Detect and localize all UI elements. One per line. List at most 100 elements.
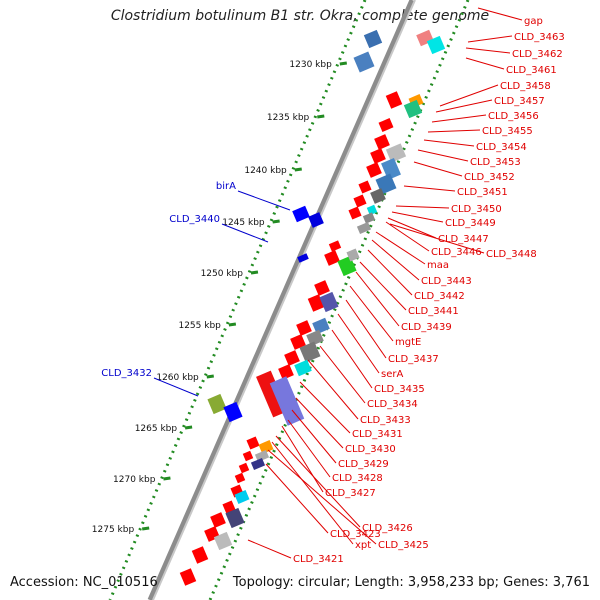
gene-feature xyxy=(353,51,375,73)
kbp-tick-label: 1250 kbp xyxy=(201,269,244,279)
gene-label: gap xyxy=(524,16,543,27)
kbp-tick-mark xyxy=(184,425,193,430)
label-leader-line xyxy=(387,217,437,239)
gene-feature xyxy=(246,436,260,450)
gene-label: CLD_3458 xyxy=(500,81,551,92)
label-leader-line xyxy=(307,359,359,420)
gene-label: CLD_3430 xyxy=(345,444,396,455)
gene-label: CLD_3439 xyxy=(401,322,452,333)
gene-feature xyxy=(362,212,376,224)
gene-feature xyxy=(222,500,236,514)
gene-label: CLD_3427 xyxy=(325,488,376,499)
label-leader-line xyxy=(299,381,351,434)
label-leader-line xyxy=(467,35,513,43)
gene-feature xyxy=(348,206,362,220)
label-leader-line xyxy=(477,7,523,21)
kbp-tick-label: 1240 kbp xyxy=(244,166,287,176)
label-leader-line xyxy=(375,231,426,265)
kbp-tick-mark xyxy=(228,322,237,327)
gene-label: CLD_3453 xyxy=(470,157,521,168)
gene-feature xyxy=(292,205,310,223)
gene-feature xyxy=(250,457,266,471)
gene-feature xyxy=(366,204,378,216)
kbp-tick-label: 1270 kbp xyxy=(113,475,156,485)
label-leader-line xyxy=(403,185,456,192)
gene-label: CLD_3441 xyxy=(408,306,459,317)
gene-feature xyxy=(312,317,330,335)
gene-label: CLD_3432 xyxy=(101,368,152,379)
label-leader-line xyxy=(465,57,505,70)
gene-feature xyxy=(374,134,390,150)
gene-feature xyxy=(314,280,330,296)
genome-backbone-shadow xyxy=(152,0,416,600)
gene-feature xyxy=(385,143,407,163)
gene-feature xyxy=(294,359,312,377)
gene-label: CLD_3451 xyxy=(457,187,508,198)
gene-feature xyxy=(378,118,394,132)
label-leader-line xyxy=(265,463,329,534)
gene-feature xyxy=(234,490,250,504)
label-leader-line xyxy=(275,435,361,528)
gene-feature xyxy=(358,180,372,194)
label-leader-line xyxy=(417,149,469,162)
label-leader-line xyxy=(371,239,420,281)
gene-feature xyxy=(225,507,245,529)
label-leader-line xyxy=(237,190,291,211)
label-leader-line xyxy=(291,409,337,464)
gene-label: CLD_3446 xyxy=(431,247,482,258)
gene-feature xyxy=(207,393,227,415)
gene-label: CLD_3443 xyxy=(421,276,472,287)
kbp-tick-mark xyxy=(339,61,348,66)
accession-text: Accession: NC_010516 xyxy=(10,575,158,590)
gene-feature xyxy=(296,320,312,336)
kbp-tick-label: 1245 kbp xyxy=(222,218,265,228)
gene-feature xyxy=(290,334,306,350)
genome-backbone xyxy=(147,0,415,600)
gene-label: CLD_3429 xyxy=(338,459,389,470)
label-leader-line xyxy=(319,345,366,404)
gene-feature xyxy=(297,253,309,263)
topology-text: Topology: circular; Length: 3,958,233 bp… xyxy=(232,575,590,590)
gene-feature xyxy=(366,162,382,178)
label-leader-line xyxy=(271,441,354,545)
label-leader-line xyxy=(331,329,373,389)
gene-feature xyxy=(179,568,197,586)
label-leader-line xyxy=(355,271,400,327)
gene-feature xyxy=(328,240,342,252)
kbp-tick-label: 1275 kbp xyxy=(92,525,135,535)
gene-label: CLD_3449 xyxy=(445,218,496,229)
gene-label: CLD_3440 xyxy=(169,214,220,225)
label-leader-line xyxy=(395,205,450,209)
label-leader-line xyxy=(435,99,493,113)
gene-label: birA xyxy=(216,181,236,192)
kbp-tick-label: 1265 kbp xyxy=(135,424,178,434)
gene-label: CLD_3447 xyxy=(438,234,489,245)
gene-feature xyxy=(278,364,294,380)
gene-label: CLD_3456 xyxy=(488,111,539,122)
kbp-tick-label: 1260 kbp xyxy=(156,373,199,383)
gene-label: CLD_3421 xyxy=(293,554,344,565)
gene-feature xyxy=(258,440,274,454)
label-leader-line xyxy=(295,397,344,449)
gene-feature xyxy=(213,531,233,551)
label-leader-line xyxy=(337,313,380,374)
kbp-tick-label: 1230 kbp xyxy=(289,60,332,70)
gene-feature xyxy=(385,91,403,109)
label-leader-line xyxy=(423,139,475,147)
gene-feature xyxy=(426,35,446,55)
label-leader-line xyxy=(267,449,377,545)
gene-label: CLD_3448 xyxy=(486,249,537,260)
map-title: Clostridium botulinum B1 str. Okra, comp… xyxy=(110,8,490,24)
label-leader-line xyxy=(465,47,511,54)
gene-feature xyxy=(306,329,324,347)
gene-feature xyxy=(308,212,324,228)
gene-label: CLD_3455 xyxy=(482,126,533,137)
label-leader-line xyxy=(153,377,199,397)
label-leader-line xyxy=(287,419,331,478)
label-leader-line xyxy=(281,425,324,493)
gene-label: CLD_3433 xyxy=(360,415,411,426)
kbp-tick-mark xyxy=(272,219,280,224)
label-leader-line xyxy=(413,161,463,177)
gene-feature xyxy=(254,449,270,463)
